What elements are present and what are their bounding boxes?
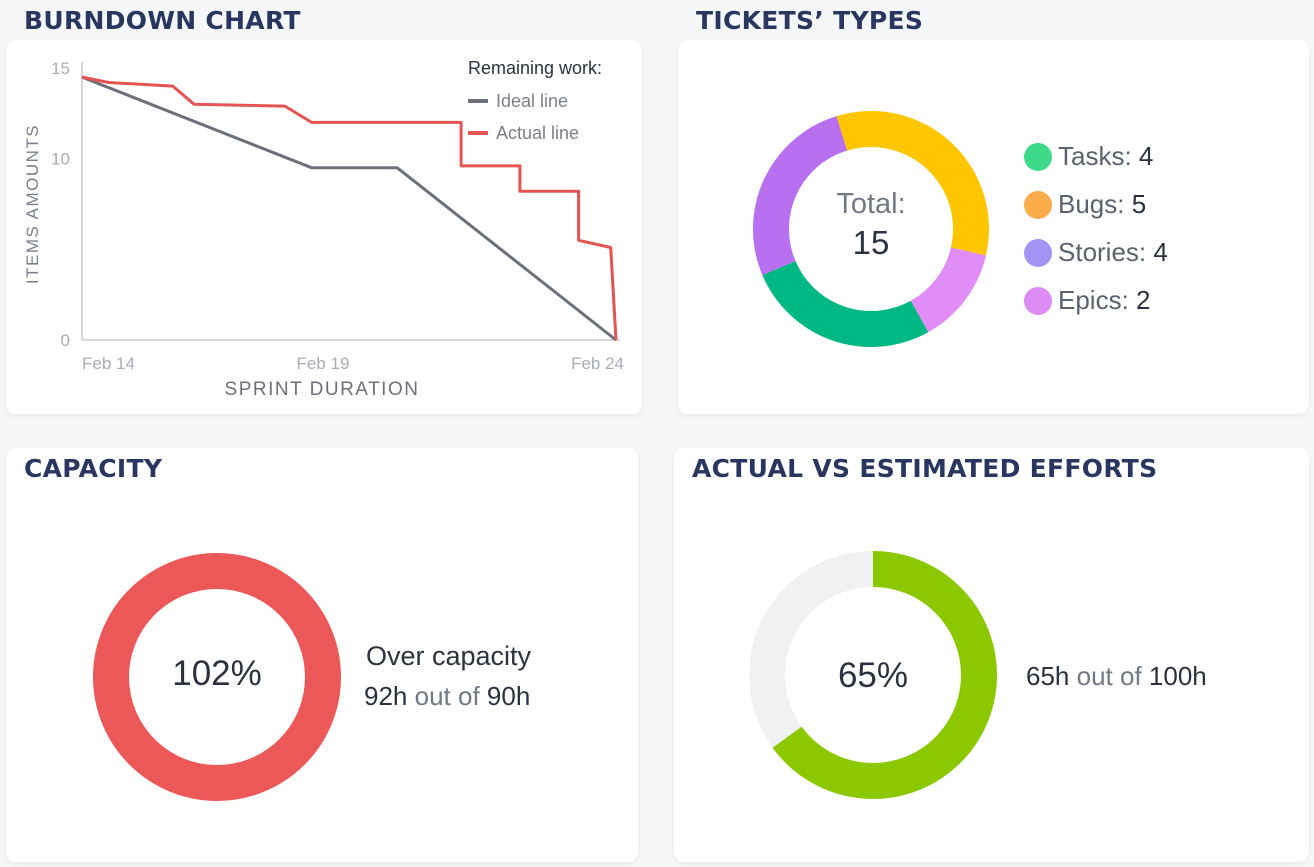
legend-epics-value: 2 [1136,285,1151,315]
ideal-line-series [81,75,617,342]
efforts-donut [749,551,997,799]
tickets-total: Total: 15 [771,186,971,264]
burndown-card [6,40,642,414]
efforts-out-of: out of [1076,661,1142,691]
burndown-title: BURNDOWN CHART [24,6,301,35]
burndown-series [81,75,618,342]
actual-line-series [81,75,618,341]
legend-label-actual: Actual line [496,123,579,143]
tickets-total-value: 15 [852,224,890,261]
x-tick-label: Feb 24 [571,354,624,373]
efforts-hours: 65h out of 100h [1026,661,1207,692]
burndown-ylabel: ITEMS AMOUNTS [23,124,42,284]
legend-stories-value: 4 [1153,237,1168,267]
epics-dot-icon [1024,286,1052,315]
y-tick-label: 10 [51,150,70,169]
capacity-percent: 102% [172,654,262,693]
slice-bugs [836,111,989,256]
efforts-actual: 65h [1026,661,1070,691]
legend-item-stories: Stories: 4 [1024,237,1168,268]
burndown-xlabel: SPRINT DURATION [225,379,420,400]
slice-epics [910,247,986,333]
capacity-hours: 92h out of 90h [364,681,530,712]
legend-bugs-value: 5 [1131,189,1147,219]
legend-stories-label: Stories: [1058,237,1147,267]
x-tick-label: Feb 19 [297,354,350,373]
legend-bugs-label: Bugs: [1058,189,1125,219]
burndown-legend-title: Remaining work: [468,58,602,78]
slice-tasks [762,261,929,347]
legend-tasks-value: 4 [1138,141,1154,171]
y-tick-label: 15 [51,59,70,78]
x-tick-label: Feb 14 [82,354,135,373]
burndown-legend: Remaining work: Ideal line Actual line [468,58,602,143]
legend-epics-label: Epics: [1058,285,1129,315]
burndown-axes [81,62,620,341]
tickets-title: TICKETS’ TYPES [696,6,924,35]
y-tick-label: 0 [61,331,70,350]
burndown-chart: 15 10 0 Feb 14 Feb 19 Feb 24 ITEMS AMOUNTS SP… [23,58,624,400]
efforts-percent: 65% [837,656,909,695]
slice-stories [753,116,848,276]
capacity-out-of: out of [414,681,480,711]
burndown-ticks: 15 10 0 Feb 14 Feb 19 Feb 24 [51,59,624,373]
stories-dot-icon [1024,238,1052,267]
legend-item-bugs: Bugs: 5 [1024,189,1146,220]
capacity-title: CAPACITY [24,454,163,483]
capacity-ring-progress [93,553,341,801]
tickets-donut [753,111,989,347]
legend-label-ideal: Ideal line [496,91,568,111]
bugs-dot-icon [1024,190,1052,219]
efforts-title: ACTUAL VS ESTIMATED EFFORTS [692,454,1158,483]
efforts-estimated: 100h [1148,661,1207,691]
legend-item-tasks: Tasks: 4 [1024,141,1153,172]
tasks-dot-icon [1024,142,1052,171]
efforts-ring-progress [749,551,997,799]
capacity-total: 90h [486,681,531,711]
capacity-used: 92h [364,681,408,711]
legend-tasks-label: Tasks: [1058,141,1132,171]
capacity-status: Over capacity [366,641,532,671]
legend-item-epics: Epics: 2 [1024,285,1151,316]
capacity-donut [93,553,341,801]
tickets-total-label: Total: [836,188,906,220]
